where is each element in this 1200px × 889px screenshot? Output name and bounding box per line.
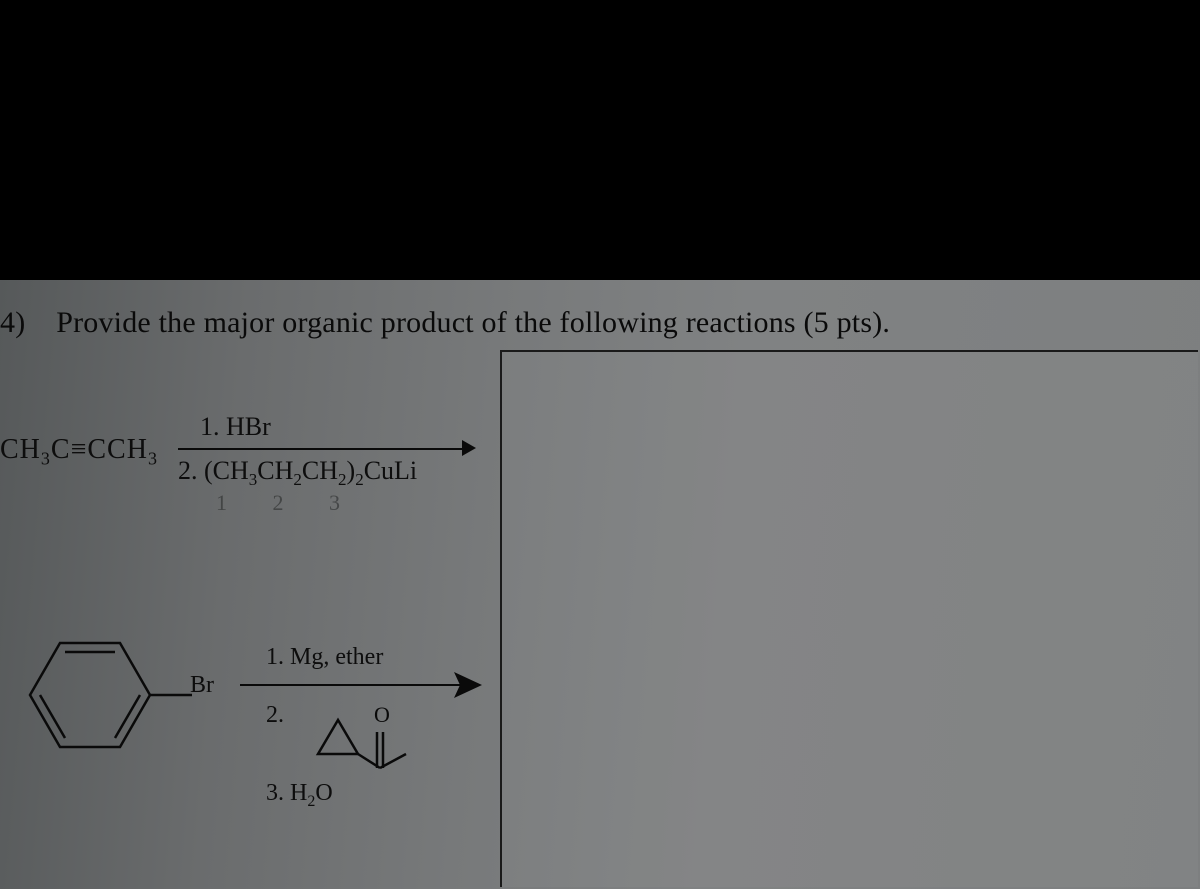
cond2-text: ) [347,456,356,485]
reaction-1-handwritten-notes: 1 2 3 [216,490,360,516]
cond2-sub: 2 [338,470,347,489]
reaction-2: Br 1. Mg, ether 2. O 3. H2O [10,600,500,850]
cond2-sub: 2 [355,470,364,489]
reaction-1-condition-2: 2. (CH3CH2CH2)2CuLi [178,456,417,490]
substrate-sub: 3 [41,449,51,469]
question-number: 4) [0,306,25,339]
substrate-text: CH [0,434,41,465]
cond2-text: CH [302,456,338,485]
cyclopropyl-methyl-ketone-icon: O [310,690,430,780]
reaction-1-arrowhead-icon [462,440,476,456]
cond2-sub: 3 [249,470,258,489]
cond3-text: O [315,780,332,806]
substrate-text: C≡CCH [51,434,148,465]
reaction-2-arrowhead-icon [454,672,484,698]
reaction-2-condition-2-label: 2. [266,702,284,729]
question-prompt: Provide the major organic product of the… [56,306,890,339]
reaction-2-condition-3: 3. H2O [266,780,333,811]
cond3-text: 3. H [266,780,307,806]
reaction-1-arrow [178,448,468,450]
cond2-text: 2. (CH [178,456,249,485]
paper-area: 4) Provide the major organic product of … [0,280,1200,889]
reaction-1-condition-1: 1. HBr [200,412,271,442]
cond2-text: CH [257,456,293,485]
substrate-sub: 3 [148,449,158,469]
ketone-O-label: O [374,702,390,727]
reaction-2-substituent-Br: Br [190,672,214,699]
reaction-1-substrate: CH3C≡CCH3 [0,434,158,470]
reaction-1: CH3C≡CCH3 1. HBr 2. (CH3CH2CH2)2CuLi 1 2… [0,380,500,520]
benzene-ring-icon [10,610,210,780]
reaction-2-condition-1: 1. Mg, ether [266,644,383,671]
cond2-text: CuLi [364,456,417,485]
cond2-sub: 2 [293,470,302,489]
reaction-2-arrow [240,684,460,686]
answer-box [500,350,1198,887]
question-title: 4) Provide the major organic product of … [0,306,900,340]
